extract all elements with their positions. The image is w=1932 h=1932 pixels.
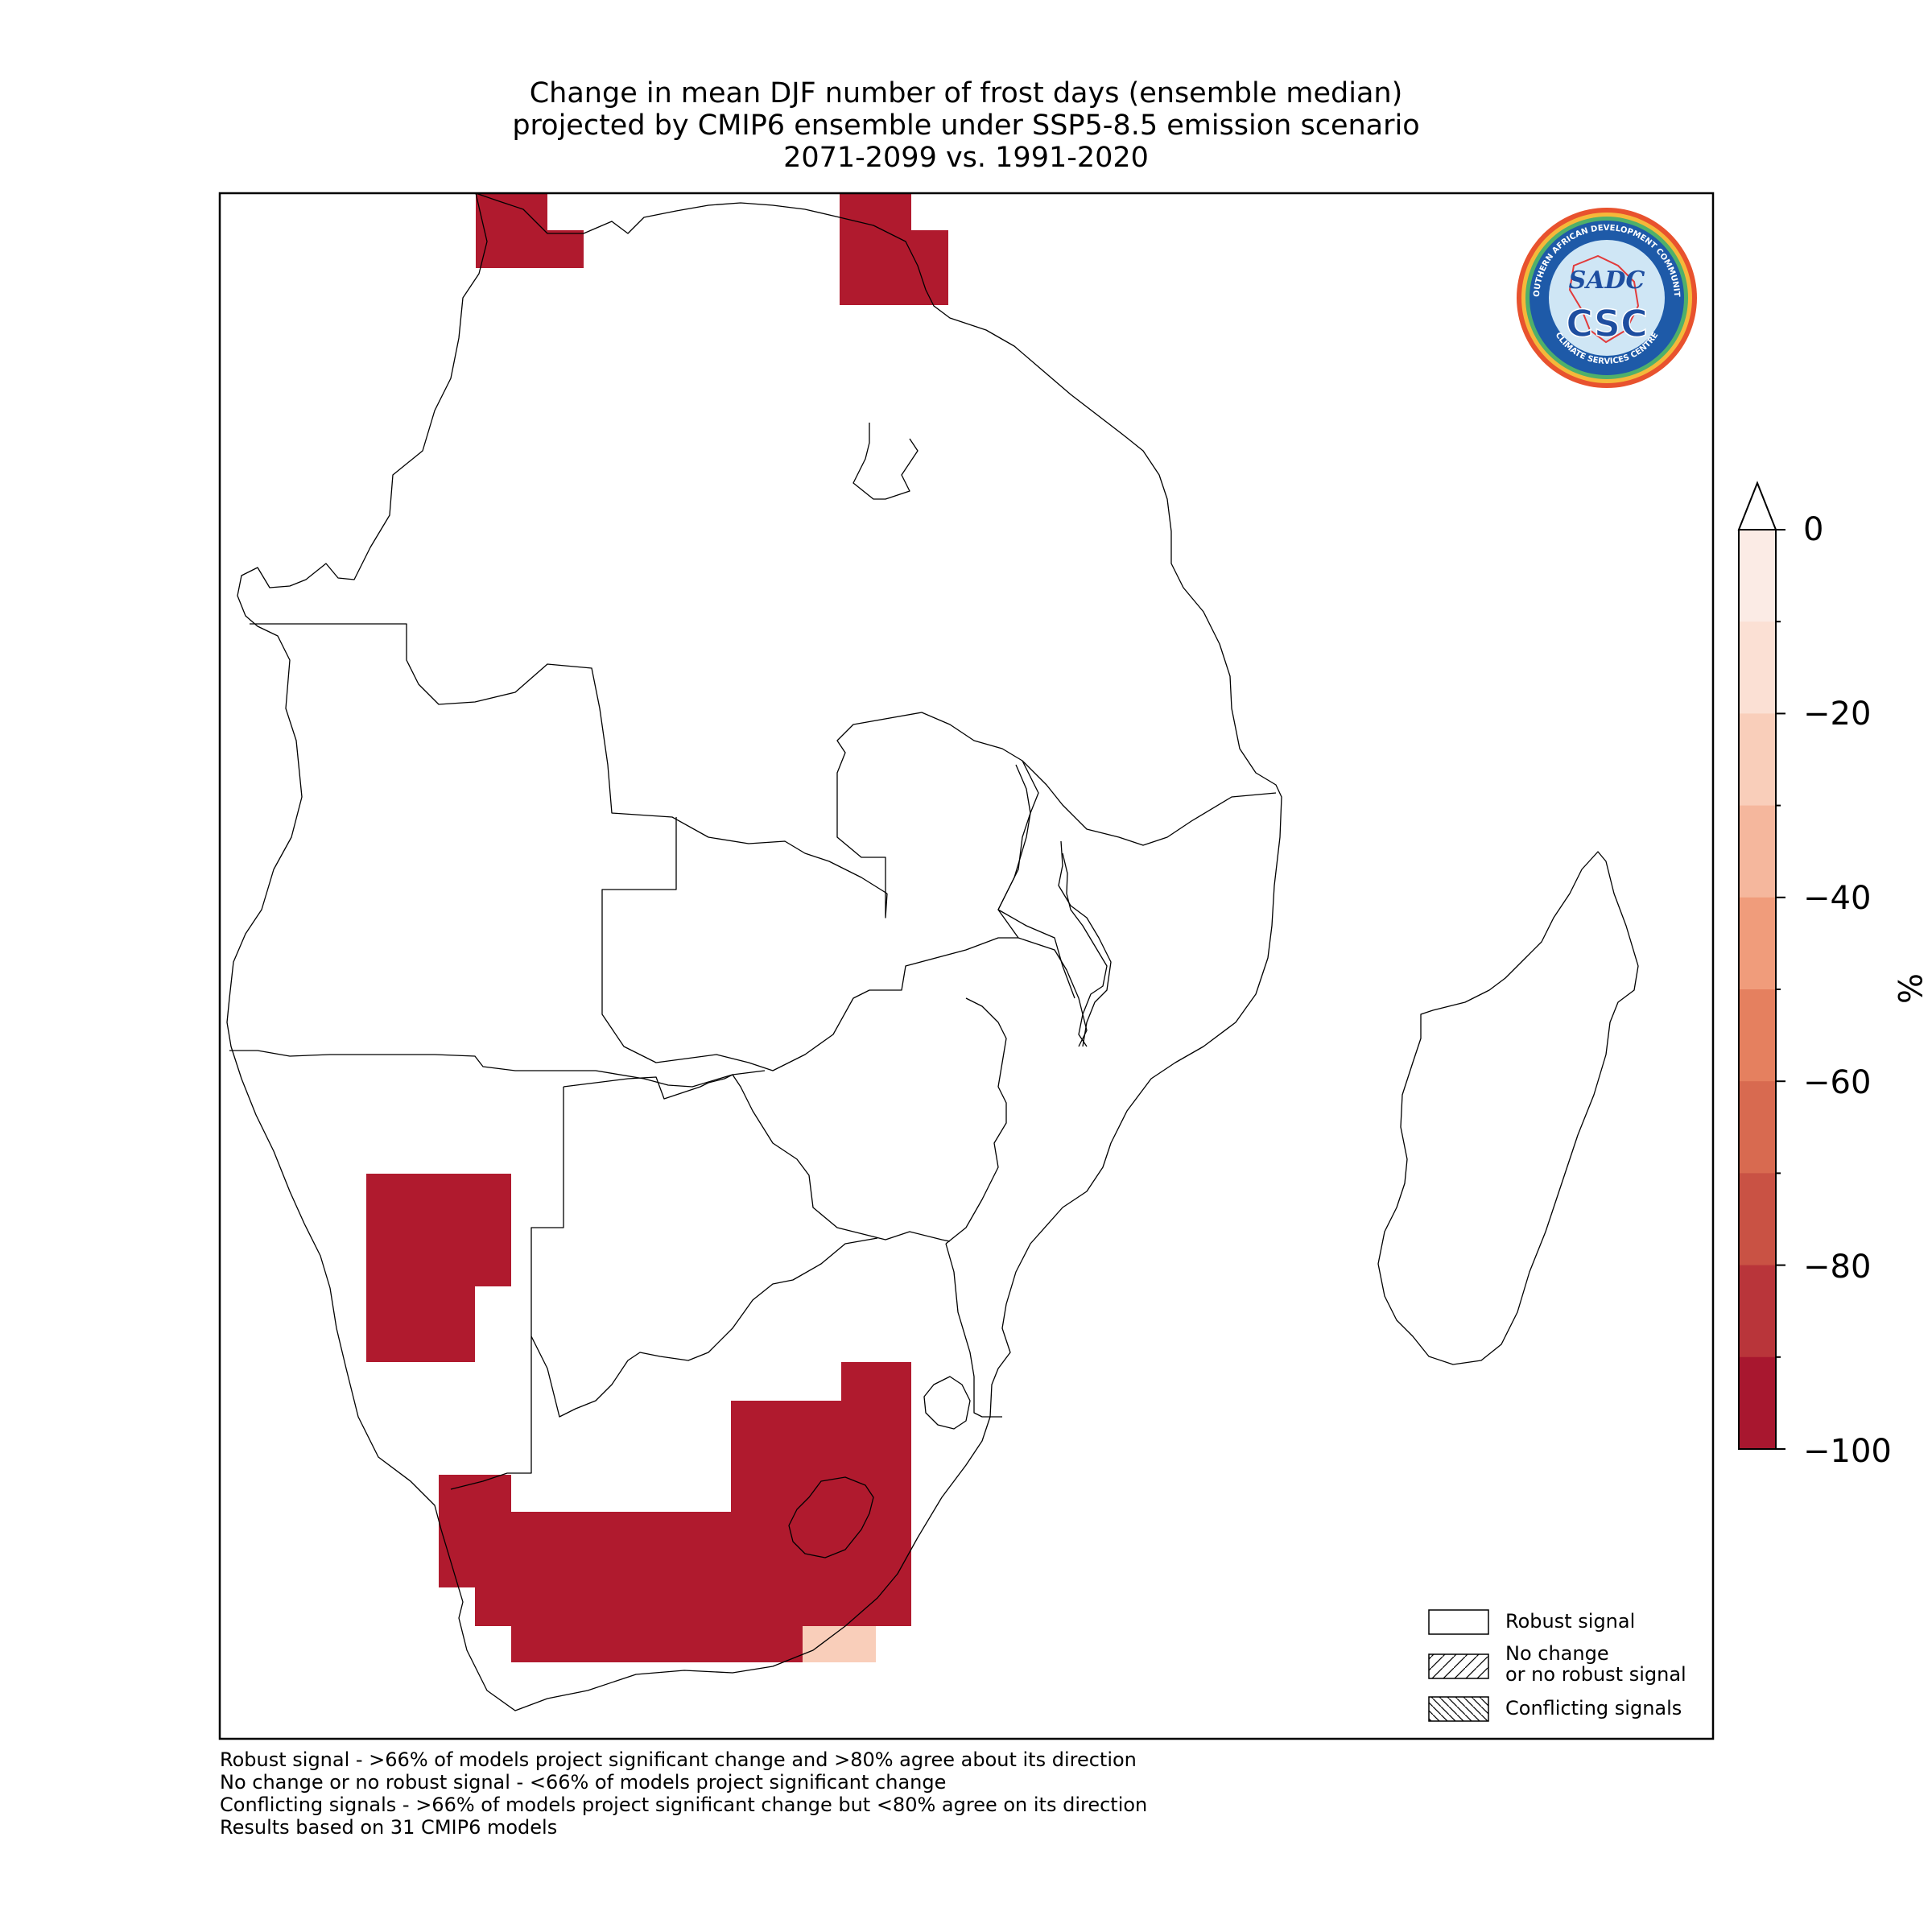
footnote-robust: Robust signal - >66% of models project s… (220, 1748, 1137, 1771)
colorbar-segment (1739, 989, 1776, 1082)
border-malawi-lake (997, 764, 1075, 999)
legend-robust-patch (1428, 1609, 1489, 1635)
colorbar-unit-label: % (1890, 972, 1928, 1005)
colorbar-segment (1739, 621, 1776, 714)
title-line-3: 2071-2099 vs. 1991-2020 (783, 142, 1149, 174)
border-sa-mozambique (945, 1243, 1002, 1418)
logo-sadc-mark: SADC (1569, 266, 1645, 295)
logo-inner-disc (1549, 240, 1665, 356)
colorbar-tick-1: −20 (1803, 696, 1872, 733)
grid-cell-north-coast (476, 193, 584, 268)
legend-conflicting-patch (1428, 1696, 1489, 1722)
footnotes: Robust signal - >66% of models project s… (220, 1748, 1147, 1839)
border-zimbabwe-mozambique (945, 997, 1007, 1245)
lake-malawi (1062, 852, 1108, 1047)
border-angola-north (250, 623, 888, 894)
colorbar-tick-4: −80 (1803, 1249, 1872, 1286)
footnote-conflicting: Conflicting signals - >66% of models pro… (220, 1794, 1148, 1816)
colorbar-segment (1739, 805, 1776, 898)
colorbar-tick-5: −100 (1803, 1433, 1892, 1470)
border-namibia-south (450, 1087, 564, 1490)
logo-map-outline (1568, 254, 1640, 344)
colorbar-tick-2: −40 (1803, 880, 1872, 917)
colorbar-segment (1739, 1081, 1776, 1174)
map-outlines (226, 193, 1639, 1711)
grid-cell-eastern-cape (803, 1626, 876, 1662)
border-namibia-north (229, 1050, 766, 1088)
border-tanzania-lakes (852, 423, 919, 500)
signal-cells (366, 193, 948, 1662)
border-drc-zambia (836, 712, 1088, 1047)
colorbar-segment (1739, 1356, 1776, 1450)
colorbar-segment (1739, 897, 1776, 990)
legend-conflicting-label: Conflicting signals (1505, 1697, 1682, 1719)
border-namibia-botswana (563, 1074, 951, 1242)
colorbar-tick-0: 0 (1803, 511, 1824, 548)
border-botswana-sa (530, 1237, 878, 1418)
colorbar-tick-3: −60 (1803, 1064, 1872, 1101)
legend-no-change-patch (1428, 1653, 1489, 1679)
madagascar-coastline (1377, 851, 1639, 1365)
legend-no-change-label-2: or no robust signal (1505, 1663, 1686, 1686)
title-line-1: Change in mean DJF number of frost days … (529, 77, 1403, 109)
footnote-no-change: No change or no robust signal - <66% of … (220, 1771, 947, 1794)
footnote-models: Results based on 31 CMIP6 models (220, 1816, 558, 1839)
grid-cell-namibia (366, 1174, 511, 1362)
chart-title: Change in mean DJF number of frost days … (0, 77, 1932, 174)
map-frame (218, 192, 1715, 1740)
border-malawi-east (1058, 840, 1112, 1047)
eswatini-border (923, 1376, 971, 1430)
colorbar (1737, 481, 1785, 1450)
africa-coastline (226, 193, 1282, 1711)
colorbar-segment (1739, 713, 1776, 807)
legend-no-change-label-1: No change (1505, 1642, 1609, 1665)
title-line-2: projected by CMIP6 ensemble under SSP5-8… (512, 109, 1420, 142)
grid-cell-south-africa (439, 1362, 911, 1662)
border-zambia-angola (601, 817, 1018, 1071)
colorbar-extend-arrow (1737, 481, 1777, 530)
logo-csc-mark: CSC (1566, 302, 1648, 345)
colorbar-segment (1739, 1265, 1776, 1358)
legend-robust-label: Robust signal (1505, 1610, 1636, 1633)
colorbar-segment (1739, 1173, 1776, 1266)
colorbar-segment (1739, 530, 1776, 622)
lesotho-border (788, 1476, 874, 1558)
border-tanzania-mozambique (1022, 760, 1277, 846)
